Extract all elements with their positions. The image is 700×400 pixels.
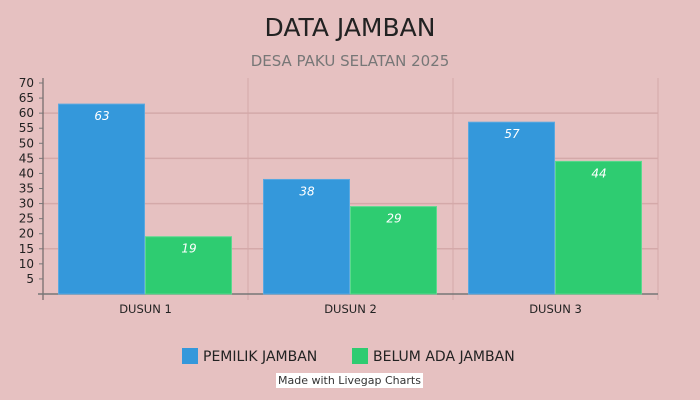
legend-swatch <box>352 348 368 364</box>
y-tick-label: 30 <box>19 197 34 211</box>
y-tick-label: 45 <box>19 151 34 165</box>
data-label: 38 <box>299 184 315 198</box>
y-tick-label: 55 <box>19 121 34 135</box>
data-label: 63 <box>94 109 109 123</box>
y-tick-label: 25 <box>19 212 34 226</box>
data-label: 57 <box>504 127 520 141</box>
y-tick-label: 40 <box>19 166 34 180</box>
y-tick-label: 35 <box>19 182 34 196</box>
bar <box>350 206 437 295</box>
y-tick-label: 5 <box>26 272 34 286</box>
bar <box>263 178 350 295</box>
credit-link[interactable]: Made with Livegap Charts <box>276 373 423 388</box>
data-label: 44 <box>591 166 606 180</box>
data-label: 19 <box>181 242 196 256</box>
x-category-label: DUSUN 2 <box>324 302 377 316</box>
y-tick-label: 65 <box>19 91 34 105</box>
y-tick-label: 70 <box>19 76 34 90</box>
bar <box>145 236 232 295</box>
data-label: 29 <box>386 212 401 226</box>
y-tick-label: 50 <box>19 136 34 150</box>
legend-swatch <box>182 348 198 364</box>
y-tick-label: 20 <box>19 227 34 241</box>
bar <box>555 160 642 295</box>
chart-title: DATA JAMBAN <box>265 13 436 42</box>
legend-label[interactable]: BELUM ADA JAMBAN <box>373 349 515 365</box>
legend-label[interactable]: PEMILIK JAMBAN <box>203 349 317 365</box>
bar <box>58 103 145 295</box>
y-tick-label: 15 <box>19 242 34 256</box>
bar <box>468 121 555 295</box>
x-category-label: DUSUN 3 <box>529 302 582 316</box>
y-tick-label: 60 <box>19 106 34 120</box>
x-category-label: DUSUN 1 <box>119 302 172 316</box>
chart-subtitle: DESA PAKU SELATAN 2025 <box>251 52 450 70</box>
y-tick-label: 10 <box>19 257 34 271</box>
